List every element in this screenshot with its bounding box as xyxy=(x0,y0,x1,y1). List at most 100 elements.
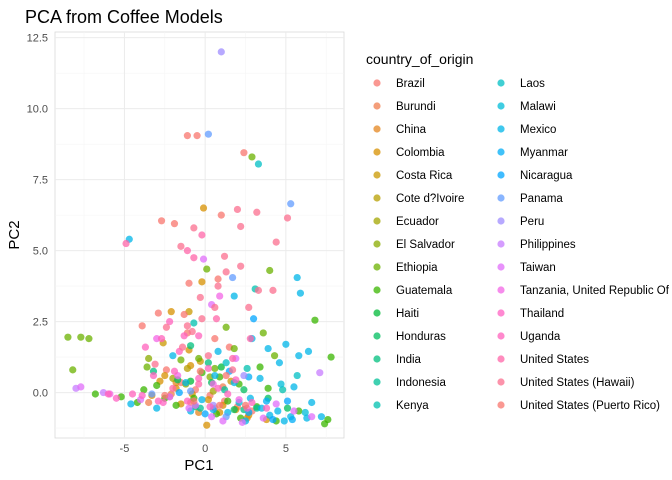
data-point xyxy=(140,386,148,394)
data-point xyxy=(187,387,195,395)
data-point xyxy=(195,332,203,340)
data-point xyxy=(266,266,274,275)
data-point xyxy=(69,366,77,374)
legend-label: Laos xyxy=(520,78,545,90)
data-point xyxy=(246,335,254,343)
data-point xyxy=(112,394,120,402)
legend-key xyxy=(373,355,381,363)
legend-label: United States (Hawaii) xyxy=(520,377,635,389)
data-point xyxy=(274,407,282,415)
data-point xyxy=(308,413,316,421)
data-point xyxy=(127,400,135,408)
data-point xyxy=(248,153,256,161)
data-point xyxy=(193,132,201,140)
y-tick-label: 10.0 xyxy=(27,104,48,116)
data-point xyxy=(209,380,217,388)
data-point xyxy=(138,391,146,400)
data-point xyxy=(256,374,264,382)
legend-label: Malawi xyxy=(520,101,556,113)
y-tick-label: 2.5 xyxy=(33,317,48,329)
data-point xyxy=(148,390,156,398)
data-point xyxy=(230,344,238,353)
data-point xyxy=(321,420,329,428)
data-point xyxy=(167,308,175,316)
legend-label: El Salvador xyxy=(396,239,455,251)
data-point xyxy=(199,204,208,212)
data-point xyxy=(287,200,295,208)
data-point xyxy=(304,347,313,356)
data-point xyxy=(283,397,292,405)
plot-panel xyxy=(54,31,345,439)
data-point xyxy=(240,371,248,380)
legend-key xyxy=(373,378,381,386)
legend-key xyxy=(373,286,381,294)
legend-key xyxy=(497,171,505,179)
data-point xyxy=(283,404,292,412)
data-point xyxy=(141,343,150,351)
data-point xyxy=(157,217,166,225)
data-point xyxy=(277,380,285,388)
data-point xyxy=(256,363,264,371)
legend-key xyxy=(497,332,505,340)
legend-label: United States (Puerto Rico) xyxy=(520,400,660,412)
chart-title: PCA from Coffee Models xyxy=(25,7,223,27)
data-point xyxy=(208,413,216,421)
legend-key xyxy=(373,171,381,179)
legend-key xyxy=(497,79,505,87)
legend-label: Nicaragua xyxy=(520,170,573,182)
x-axis-ticks: -5 0 5 xyxy=(120,443,289,455)
legend-label: Peru xyxy=(520,216,544,228)
legend-label: Colombia xyxy=(396,147,445,159)
legend: country_of_origin Brazil Burundi China Colo… xyxy=(366,51,670,412)
legend-key xyxy=(497,217,505,225)
data-point xyxy=(293,273,301,282)
data-point xyxy=(198,231,206,239)
data-point xyxy=(264,384,272,392)
data-point xyxy=(228,354,237,363)
data-point xyxy=(222,359,230,367)
data-point xyxy=(170,367,179,375)
data-point xyxy=(237,262,245,270)
legend-label: Indonesia xyxy=(396,377,446,389)
data-point xyxy=(254,286,263,294)
legend-label: Uganda xyxy=(520,331,561,343)
legend-label: Cote d?Ivoire xyxy=(396,193,464,205)
legend-key xyxy=(497,355,505,363)
data-point xyxy=(272,400,280,408)
data-point xyxy=(290,407,298,415)
y-tick-label: 12.5 xyxy=(27,33,48,45)
y-tick-label: 7.5 xyxy=(33,175,48,187)
data-point xyxy=(217,211,225,219)
data-point xyxy=(169,384,177,392)
data-point xyxy=(327,353,335,361)
data-point xyxy=(175,388,183,397)
data-point xyxy=(190,319,198,327)
data-point xyxy=(254,160,263,168)
legend-key xyxy=(373,194,381,202)
legend-key xyxy=(373,240,381,248)
legend-key xyxy=(373,263,381,271)
data-point xyxy=(162,366,171,374)
data-point xyxy=(170,220,179,228)
legend-label: Panama xyxy=(520,193,563,205)
legend-key xyxy=(497,309,505,317)
data-point xyxy=(77,383,85,391)
data-point xyxy=(228,366,237,374)
data-point xyxy=(154,309,162,317)
data-point xyxy=(185,279,193,287)
legend-key xyxy=(373,217,381,225)
data-point xyxy=(154,397,162,405)
data-point xyxy=(211,371,219,380)
data-point xyxy=(196,367,204,375)
data-point xyxy=(269,415,277,424)
data-point xyxy=(220,252,229,260)
legend-label: Taiwan xyxy=(520,262,556,274)
data-point xyxy=(270,352,279,360)
data-point xyxy=(222,371,230,380)
legend-label: Honduras xyxy=(396,331,446,343)
data-point xyxy=(145,354,153,363)
data-point xyxy=(288,415,296,424)
data-point xyxy=(211,303,219,311)
data-point xyxy=(64,333,72,341)
data-point xyxy=(198,278,206,286)
